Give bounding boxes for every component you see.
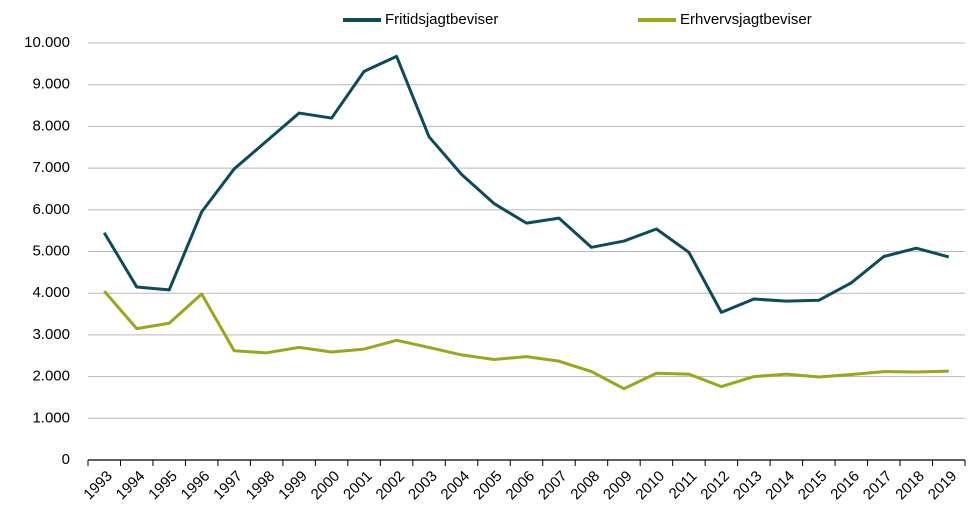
- x-tick-label: 2004: [438, 468, 474, 504]
- y-tick-label: 1.000: [32, 409, 70, 426]
- legend-label: Fritidsjagtbeviser: [385, 11, 498, 28]
- y-tick-label: 4.000: [32, 284, 70, 301]
- x-tick-label: 2016: [827, 468, 863, 504]
- x-tick-label: 2001: [340, 468, 376, 504]
- x-tick-label: 1994: [113, 468, 149, 504]
- x-tick-label: 2018: [892, 468, 928, 504]
- x-tick-label: 2010: [632, 468, 668, 504]
- x-tick-label: 2011: [666, 468, 701, 503]
- x-tick-label: 2017: [860, 468, 896, 504]
- y-tick-label: 5.000: [32, 242, 70, 259]
- y-tick-label: 10.000: [24, 34, 70, 51]
- x-tick-label: 1996: [178, 468, 214, 504]
- line-series: [102, 54, 950, 314]
- x-tick-label: 2002: [373, 468, 409, 504]
- y-tick-label: 2.000: [32, 368, 70, 385]
- legend-label: Erhvervsjagtbeviser: [680, 11, 812, 28]
- x-tick-label: 2015: [795, 468, 831, 504]
- line-series: [103, 290, 949, 391]
- x-tick-label: 1995: [145, 468, 181, 504]
- x-tick-label: 2009: [600, 468, 636, 504]
- x-tick-label: 2014: [762, 468, 798, 504]
- x-tick-label: 2005: [470, 468, 506, 504]
- y-tick-label: 7.000: [32, 159, 70, 176]
- y-tick-label: 8.000: [32, 117, 70, 134]
- x-tick-label: 2003: [405, 468, 441, 504]
- x-tick-label: 2012: [697, 468, 733, 504]
- y-tick-label: 0: [62, 451, 70, 468]
- x-tick-label: 2000: [308, 468, 344, 504]
- x-tick-label: 2006: [503, 468, 539, 504]
- x-tick-label: 2008: [567, 468, 603, 504]
- y-tick-label: 9.000: [32, 76, 70, 93]
- x-tick-label: 2019: [925, 468, 961, 504]
- x-tick-label: 2013: [730, 468, 766, 504]
- y-tick-label: 3.000: [32, 326, 70, 343]
- x-tick-label: 1997: [210, 468, 246, 504]
- x-tick-label: 2007: [535, 468, 571, 504]
- y-tick-label: 6.000: [32, 201, 70, 218]
- x-tick-label: 1998: [243, 468, 279, 504]
- x-tick-label: 1999: [275, 468, 311, 504]
- x-tick-label: 1993: [80, 468, 116, 504]
